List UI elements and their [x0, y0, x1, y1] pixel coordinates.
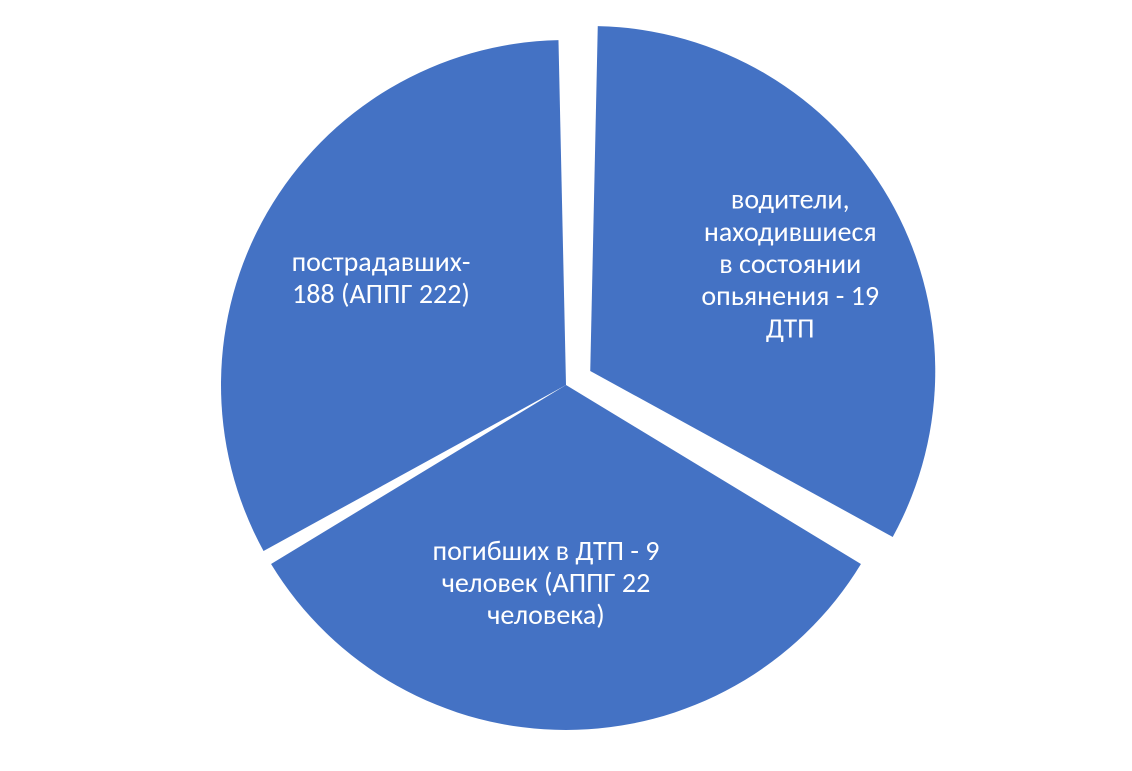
slice-injured-label: пострадавших-188 (АППГ 222) — [292, 244, 471, 311]
pie-chart: водители,находившиесяв состоянииопьянени… — [0, 0, 1132, 771]
pie-chart-svg: водители,находившиесяв состоянииопьянени… — [0, 0, 1132, 771]
